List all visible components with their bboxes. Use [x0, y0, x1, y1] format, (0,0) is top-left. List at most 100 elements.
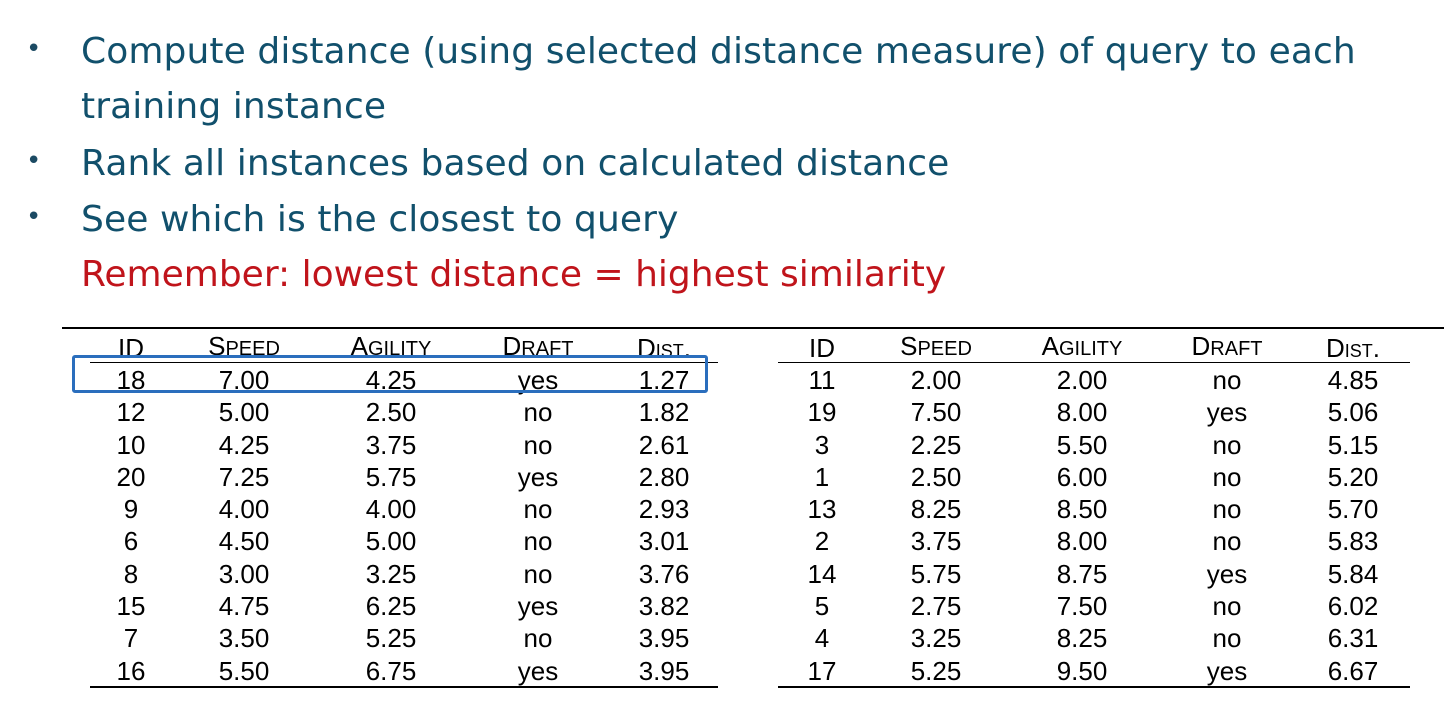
- cell-draft: no: [1212, 494, 1242, 525]
- cell-speed: 2.50: [910, 461, 962, 492]
- cell-speed: 4.25: [218, 429, 270, 460]
- distance-table-left: ID SPEED AGILITY DRAFT Dist. 18 7.00 4.25 y…: [90, 331, 718, 687]
- cell-agility: 3.25: [365, 558, 417, 589]
- table-row: 8 3.00 3.25 no 3.76: [90, 558, 718, 590]
- table-row: 17 5.25 9.50 yes 6.67: [778, 655, 1410, 687]
- table-row: 2 3.75 8.00 no 5.83: [778, 525, 1410, 557]
- top-rule: [62, 327, 1444, 329]
- table-row: 20 7.25 5.75 yes 2.80: [90, 461, 718, 493]
- bullet-dot-icon: •: [26, 202, 42, 232]
- cell-agility: 8.00: [1056, 397, 1108, 428]
- cell-id: 6: [123, 526, 139, 557]
- cell-draft: yes: [1206, 558, 1248, 589]
- cell-agility: 3.75: [365, 429, 417, 460]
- cell-id: 10: [116, 429, 146, 460]
- table-row: 6 4.50 5.00 no 3.01: [90, 525, 718, 557]
- cell-id: 8: [123, 558, 139, 589]
- col-header-speed: SPEED: [866, 331, 1006, 364]
- cell-dist: 2.80: [638, 461, 690, 492]
- cell-dist: 3.76: [638, 558, 690, 589]
- bullet-list: • Compute distance (using selected dista…: [0, 0, 1456, 310]
- cell-id: 1: [814, 461, 830, 492]
- cell-draft: no: [523, 397, 553, 428]
- bullet-text: See which is the closest to query: [81, 199, 679, 240]
- cell-speed: 7.25: [218, 461, 270, 492]
- cell-dist: 3.01: [638, 526, 690, 557]
- right-header-rule: [778, 362, 1410, 363]
- cell-dist: 1.82: [638, 397, 690, 428]
- col-header-draft: DRAFT: [1158, 331, 1296, 364]
- cell-agility: 6.75: [365, 655, 417, 686]
- table-row: 1 2.50 6.00 no 5.20: [778, 461, 1410, 493]
- cell-dist: 5.20: [1327, 461, 1379, 492]
- col-header-speed-rest: PEED: [225, 338, 280, 360]
- cell-dist: 6.67: [1327, 655, 1379, 686]
- col-header-draft-rest: RAFT: [1210, 338, 1263, 360]
- cell-draft: no: [523, 429, 553, 460]
- cell-speed: 2.75: [910, 591, 962, 622]
- cell-dist: 3.95: [638, 655, 690, 686]
- cell-id: 14: [807, 558, 837, 589]
- col-header-dist: Dist.: [1325, 332, 1380, 363]
- cell-draft: no: [1212, 461, 1242, 492]
- cell-draft: no: [1212, 526, 1242, 557]
- table-row: 16 5.50 6.75 yes 3.95: [90, 655, 718, 687]
- table-row: 3 2.25 5.50 no 5.15: [778, 429, 1410, 461]
- table-row: 7 3.50 5.25 no 3.95: [90, 622, 718, 654]
- cell-draft: no: [523, 526, 553, 557]
- col-header-id: ID: [809, 332, 835, 363]
- table-row: 12 5.00 2.50 no 1.82: [90, 396, 718, 428]
- cell-dist: 6.31: [1327, 623, 1379, 654]
- cell-speed: 5.00: [218, 397, 270, 428]
- col-header-speed-initial: S: [208, 331, 226, 361]
- cell-draft: no: [523, 623, 553, 654]
- bullet-dot-icon: •: [26, 146, 42, 176]
- cell-dist: 5.15: [1327, 429, 1379, 460]
- cell-agility: 4.00: [365, 494, 417, 525]
- cell-agility: 2.50: [365, 397, 417, 428]
- cell-dist: 5.70: [1327, 494, 1379, 525]
- cell-dist: 2.93: [638, 494, 690, 525]
- col-header-speed-rest: PEED: [917, 338, 972, 360]
- cell-dist: 4.85: [1327, 365, 1379, 395]
- cell-draft: no: [1212, 591, 1242, 622]
- cell-dist: 6.02: [1327, 591, 1379, 622]
- table-row: 19 7.50 8.00 yes 5.06: [778, 396, 1410, 428]
- cell-draft: yes: [517, 591, 559, 622]
- cell-speed: 4.50: [218, 526, 270, 557]
- cell-draft: yes: [1206, 655, 1248, 686]
- cell-draft: no: [523, 558, 553, 589]
- cell-speed: 5.25: [910, 655, 962, 686]
- cell-id: 7: [123, 623, 139, 654]
- col-header-agility-rest: GILITY: [367, 338, 432, 360]
- left-bottom-rule: [90, 686, 718, 688]
- table-row: 13 8.25 8.50 no 5.70: [778, 493, 1410, 525]
- cell-dist: 5.06: [1327, 397, 1379, 428]
- cell-speed: 3.50: [218, 623, 270, 654]
- cell-id: 12: [116, 397, 146, 428]
- cell-speed: 5.50: [218, 655, 270, 686]
- cell-draft: yes: [517, 655, 559, 686]
- col-header-agility-initial: A: [350, 331, 368, 361]
- cell-agility: 7.50: [1056, 591, 1108, 622]
- distance-table-right: ID SPEED AGILITY DRAFT Dist. 11 2.00 2.00 n…: [778, 331, 1410, 687]
- cell-dist: 2.61: [638, 429, 690, 460]
- table-row: 11 2.00 2.00 no 4.85: [778, 364, 1410, 396]
- cell-speed: 7.50: [910, 397, 962, 428]
- cell-speed: 4.00: [218, 494, 270, 525]
- cell-dist: 5.83: [1327, 526, 1379, 557]
- cell-id: 2: [814, 526, 830, 557]
- left-header-rule: [90, 362, 718, 363]
- cell-speed: 3.00: [218, 558, 270, 589]
- col-header-draft: DRAFT: [466, 331, 610, 364]
- col-header-agility: AGILITY: [316, 331, 466, 364]
- col-header-draft-rest: RAFT: [521, 338, 574, 360]
- cell-draft: no: [1212, 623, 1242, 654]
- cell-speed: 3.75: [910, 526, 962, 557]
- cell-id: 16: [116, 655, 146, 686]
- cell-speed: 5.75: [910, 558, 962, 589]
- bullet-dot-icon: •: [26, 34, 42, 64]
- col-header-speed-initial: S: [900, 331, 918, 361]
- cell-draft: no: [523, 494, 553, 525]
- table-header-row: ID SPEED AGILITY DRAFT Dist.: [90, 331, 718, 364]
